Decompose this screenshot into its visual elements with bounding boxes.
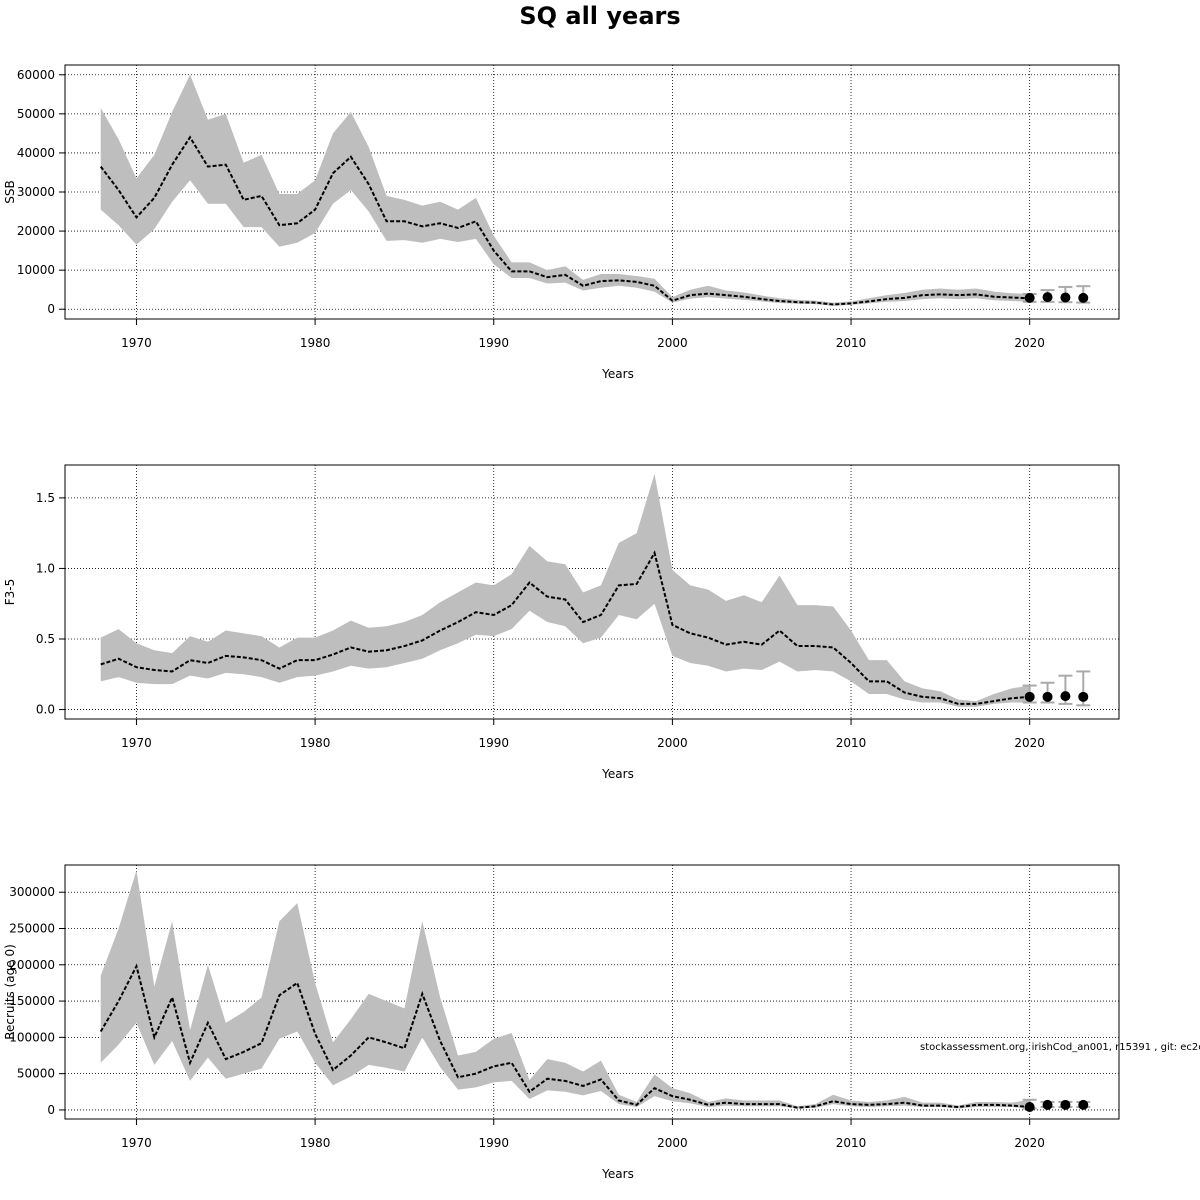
ssb-ytick-label-1: 10000 xyxy=(17,263,55,277)
f-xtick-label-1980: 1980 xyxy=(300,736,331,750)
recruits-ytick-label-6: 300000 xyxy=(9,885,55,899)
recruits-xtick-label-2000: 2000 xyxy=(657,1136,688,1150)
f-xtick-label-1990: 1990 xyxy=(478,736,509,750)
f-yaxis-label: F3-5 xyxy=(3,579,17,606)
f-xtick-label-2000: 2000 xyxy=(657,736,688,750)
recruits-xtick-label-1980: 1980 xyxy=(300,1136,331,1150)
recruits-ytick-label-0: 0 xyxy=(47,1103,55,1117)
ssb-forecast-point-2023 xyxy=(1078,292,1089,303)
ssb-forecast-point-2020 xyxy=(1024,292,1035,303)
recruits-ytick-label-1: 50000 xyxy=(17,1067,55,1081)
ssb-xtick-label-1970: 1970 xyxy=(121,336,152,350)
footer-credit: stockassessment.org, irishCod_an001, r15… xyxy=(920,1042,1200,1053)
recruits-xtick-label-2010: 2010 xyxy=(836,1136,867,1150)
f-ytick-label-0: 0.0 xyxy=(36,703,55,717)
f-ytick-label-3: 1.5 xyxy=(36,491,55,505)
f-ytick-label-1: 0.5 xyxy=(36,632,55,646)
chart-title: SQ all years xyxy=(519,2,680,30)
ssb-xtick-label-2010: 2010 xyxy=(836,336,867,350)
ssb-forecast-point-2022 xyxy=(1060,292,1071,303)
f-forecast-point-2021 xyxy=(1042,691,1053,702)
ssb-yaxis-label: SSB xyxy=(3,180,17,203)
ssb-xtick-label-2000: 2000 xyxy=(657,336,688,350)
f-confidence-band xyxy=(100,473,1030,707)
ssb-xtick-label-1980: 1980 xyxy=(300,336,331,350)
recruits-forecast-point-2022 xyxy=(1060,1099,1071,1110)
recruits-estimate-line xyxy=(99,963,1030,1109)
recruits-xtick-label-1990: 1990 xyxy=(478,1136,509,1150)
f-estimate-line xyxy=(100,550,1030,705)
recruits-ytick-label-2: 100000 xyxy=(9,1030,55,1044)
recruits-ytick-label-3: 150000 xyxy=(9,994,55,1008)
ssb-forecast-point-2021 xyxy=(1042,292,1053,303)
ssb-ytick-label-0: 0 xyxy=(47,302,55,316)
f-forecast-point-2023 xyxy=(1078,691,1089,702)
recruits-yaxis-label: Recruits (age 0) xyxy=(3,944,17,1040)
f-xaxis-label: Years xyxy=(601,767,634,781)
f-forecast-point-2022 xyxy=(1060,691,1071,702)
f-xtick-label-2020: 2020 xyxy=(1014,736,1045,750)
f-forecast-point-2020 xyxy=(1024,691,1035,702)
ssb-estimate-line xyxy=(99,135,1030,306)
f-ytick-label-2: 1.0 xyxy=(36,561,55,575)
recruits-panel: 1970 1980 1990 2000 2010 2020 0 50000 100000 1500… xyxy=(3,864,1120,1181)
ssb-xtick-label-2020: 2020 xyxy=(1014,336,1045,350)
f-panel: 1970 1980 1990 2000 2010 2020 0.0 0.5 1.0 1.5 Year… xyxy=(3,464,1120,781)
recruits-forecast-point-2020 xyxy=(1024,1102,1035,1113)
f-plot-frame xyxy=(64,464,1120,720)
recruits-ytick-label-5: 250000 xyxy=(9,922,55,936)
recruits-ytick-label-4: 200000 xyxy=(9,958,55,972)
ssb-xaxis-label: Years xyxy=(601,367,634,381)
ssb-ytick-label-5: 50000 xyxy=(17,107,55,121)
recruits-confidence-band xyxy=(100,870,1030,1109)
ssb-ytick-label-6: 60000 xyxy=(17,68,55,82)
ssb-ytick-label-3: 30000 xyxy=(17,185,55,199)
f-xtick-label-2010: 2010 xyxy=(836,736,867,750)
ssb-ytick-label-4: 40000 xyxy=(17,146,55,160)
recruits-xtick-label-2020: 2020 xyxy=(1014,1136,1045,1150)
recruits-plot-frame xyxy=(64,864,1120,1120)
recruits-xaxis-label: Years xyxy=(601,1167,634,1181)
ssb-confidence-band xyxy=(100,74,1030,306)
ssb-ytick-label-2: 20000 xyxy=(17,224,55,238)
f-xtick-label-1970: 1970 xyxy=(121,736,152,750)
ssb-xtick-label-1990: 1990 xyxy=(478,336,509,350)
recruits-forecast-point-2023 xyxy=(1078,1099,1089,1110)
ssb-panel: 1970 1980 1990 2000 2010 2020 0 10000 20000 30000… xyxy=(3,64,1120,381)
recruits-forecast-point-2021 xyxy=(1042,1099,1053,1110)
recruits-xtick-label-1970: 1970 xyxy=(121,1136,152,1150)
